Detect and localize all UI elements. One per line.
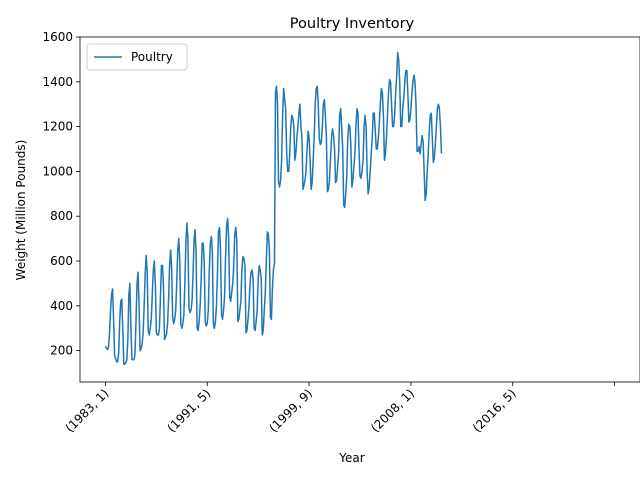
- y-axis-label: Weight (Million Pounds): [14, 140, 28, 281]
- y-tick-label: 1600: [42, 30, 73, 44]
- y-tick-label: 1200: [42, 120, 73, 134]
- axes-spines: [79, 36, 640, 383]
- plot-area: [80, 37, 640, 382]
- poultry-series-line: [104, 51, 443, 365]
- y-tick-label: 1400: [42, 75, 73, 89]
- y-axis-ticks: 200 400 600 800 1000 1200 1400 1600: [42, 30, 80, 358]
- chart-title: Poultry Inventory: [290, 16, 415, 32]
- y-tick-label: 200: [50, 344, 73, 358]
- legend-box: [86, 43, 188, 71]
- y-tick-label: 600: [50, 254, 73, 268]
- legend-label-poultry: Poultry: [131, 50, 173, 64]
- y-tick-label: 1000: [42, 164, 73, 178]
- x-axis-label: Year: [338, 451, 364, 465]
- axes-frame: [79, 36, 640, 383]
- y-tick-label: 800: [50, 209, 73, 223]
- legend: Poultry: [86, 43, 188, 71]
- y-tick-label: 400: [50, 299, 73, 313]
